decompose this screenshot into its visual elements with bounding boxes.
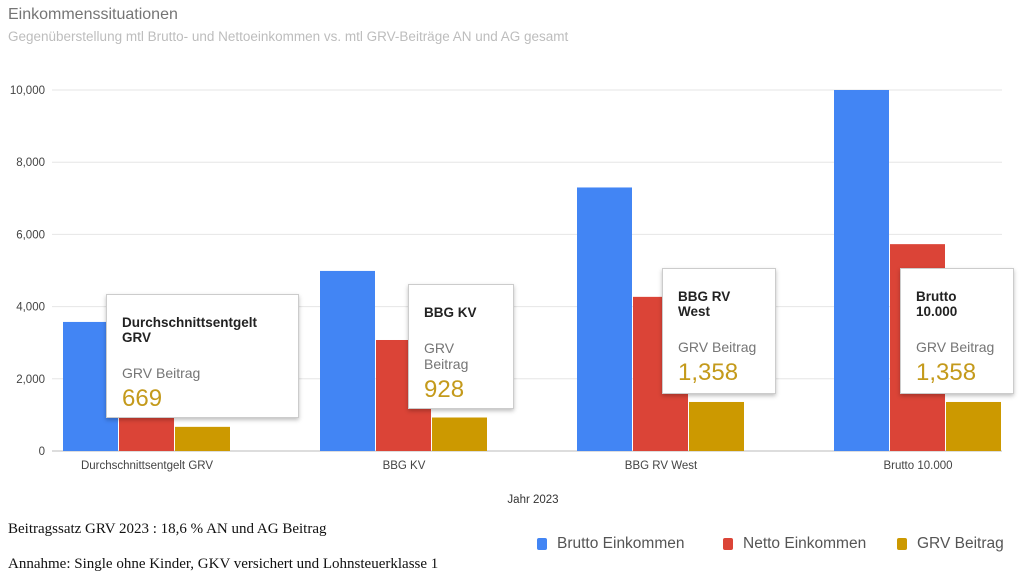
tooltip-value: 1,358 [916, 359, 977, 386]
note-assumption: Annahme: Single ohne Kinder, GKV versich… [8, 556, 439, 572]
bar-0-3 [834, 90, 889, 451]
bar-2-1 [432, 417, 487, 451]
tooltip-2: BBG RV West GRV Beitrag 1,358 [662, 268, 776, 394]
tooltip-0: Durchschnittsentgelt GRV GRV Beitrag 669 [106, 294, 299, 418]
tooltip-value: 1,358 [678, 359, 739, 386]
tooltip-1: BBG KV GRV Beitrag 928 [408, 284, 514, 409]
tooltip-label: GRV Beitrag [916, 339, 995, 355]
y-tick-label: 4,000 [16, 302, 45, 314]
x-tick-label: Brutto 10.000 [883, 460, 952, 472]
legend-item-brutto[interactable]: Brutto Einkommen [537, 535, 685, 553]
tooltip-label: GRV Beitrag [678, 339, 757, 355]
legend-label: GRV Beitrag [917, 535, 1004, 552]
tooltip-title: Durchschnittsentgelt GRV [122, 315, 258, 345]
y-tick-label: 6,000 [16, 229, 45, 241]
x-axis-title: Jahr 2023 [507, 494, 558, 506]
chart-title: Einkommenssituationen [8, 6, 178, 23]
tooltip-label: GRV Beitrag [122, 365, 201, 381]
y-tick-label: 8,000 [16, 157, 45, 169]
bar-0-1 [320, 270, 375, 451]
tooltip-value: 669 [122, 385, 163, 412]
y-tick-label: 2,000 [16, 374, 45, 386]
legend-item-netto[interactable]: Netto Einkommen [723, 535, 866, 553]
tooltip-value: 928 [424, 376, 465, 403]
y-tick-label: 0 [39, 446, 45, 458]
x-tick-label: Durchschnittsentgelt GRV [81, 460, 213, 472]
tooltip-label: GRV Beitrag [424, 340, 469, 372]
bar-2-2 [689, 401, 744, 451]
bar-2-0 [175, 426, 230, 451]
y-tick-label: 10,000 [10, 85, 45, 97]
tooltip-title: Brutto 10.000 [916, 289, 958, 319]
bar-2-3 [946, 401, 1001, 451]
legend-swatch-icon [897, 538, 907, 550]
legend-label: Brutto Einkommen [557, 535, 685, 552]
legend-item-grv[interactable]: GRV Beitrag [897, 535, 1004, 553]
chart-subtitle: Gegenüberstellung mtl Brutto- und Nettoe… [8, 29, 569, 44]
tooltip-title: BBG RV West [678, 289, 731, 319]
note-contribution-rate: Beitragssatz GRV 2023 : 18,6 % AN und AG… [8, 521, 327, 537]
tooltip-3: Brutto 10.000 GRV Beitrag 1,358 [900, 268, 1014, 394]
legend-swatch-icon [723, 538, 733, 550]
legend-swatch-icon [537, 538, 547, 550]
x-tick-label: BBG KV [383, 460, 426, 472]
legend-label: Netto Einkommen [743, 535, 867, 552]
x-tick-label: BBG RV West [625, 460, 698, 472]
bar-0-2 [577, 187, 632, 451]
tooltip-title: BBG KV [424, 305, 477, 320]
